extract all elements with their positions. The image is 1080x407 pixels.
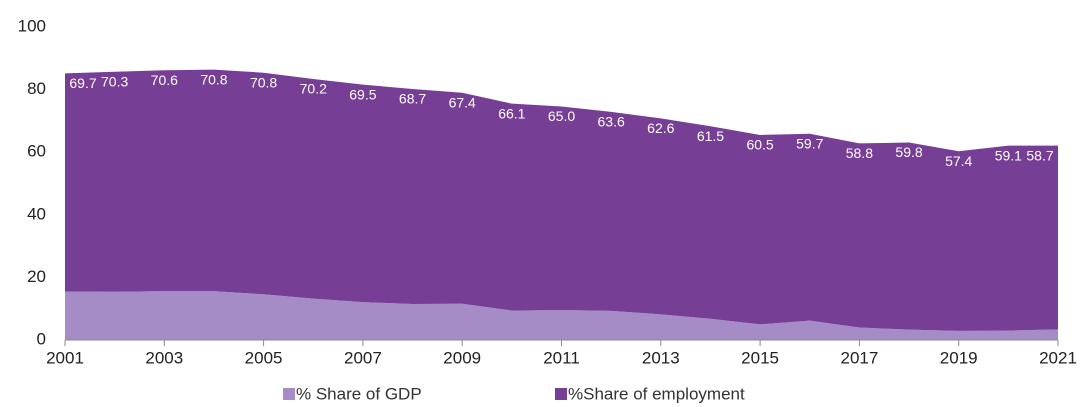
data-label: 61.5	[697, 128, 724, 144]
x-tick-label: 2011	[543, 348, 580, 367]
data-label: 69.5	[349, 86, 376, 102]
data-label: 70.8	[200, 71, 227, 87]
y-tick-label: 40	[27, 204, 46, 223]
x-tick-label: 2015	[741, 348, 779, 367]
x-tick-label: 2009	[443, 348, 481, 367]
data-label: 63.6	[598, 114, 625, 130]
area	[65, 291, 1058, 340]
legend-swatch	[555, 388, 567, 400]
data-label: 60.5	[746, 137, 773, 153]
x-tick-label: 2021	[1039, 348, 1077, 367]
data-label: 57.4	[945, 153, 972, 169]
data-label: 68.7	[399, 91, 426, 107]
y-tick-label: 0	[37, 329, 46, 348]
data-label: 59.7	[796, 135, 823, 151]
x-tick-label: 2013	[642, 348, 680, 367]
data-label: 65.0	[548, 108, 575, 124]
y-tick-label: 100	[18, 16, 46, 35]
data-label: 70.2	[300, 81, 327, 97]
data-label: 67.4	[449, 94, 476, 110]
data-label: 58.8	[846, 145, 873, 161]
legend-swatch	[283, 388, 295, 400]
x-tick-label: 2001	[46, 348, 84, 367]
x-tick-label: 2007	[344, 348, 382, 367]
y-tick-label: 60	[27, 142, 46, 161]
data-label: 70.3	[101, 73, 128, 89]
x-tick-label: 2019	[940, 348, 978, 367]
data-label: 59.1	[995, 147, 1022, 163]
x-tick-label: 2017	[840, 348, 878, 367]
x-tick-label: 2005	[245, 348, 283, 367]
data-label: 70.8	[250, 74, 277, 90]
area	[65, 69, 1058, 331]
x-tick-label: 2003	[145, 348, 183, 367]
data-label: 69.7	[69, 75, 96, 91]
data-label: 70.6	[151, 72, 178, 88]
data-label: 66.1	[498, 105, 525, 121]
data-label: 59.8	[895, 144, 922, 160]
y-tick-label: 80	[27, 79, 46, 98]
legend-label: %Share of employment	[568, 384, 745, 403]
data-label: 62.6	[647, 120, 674, 136]
y-tick-label: 20	[27, 267, 46, 286]
data-label: 58.7	[1026, 147, 1053, 163]
legend-label: % Share of GDP	[296, 384, 422, 403]
